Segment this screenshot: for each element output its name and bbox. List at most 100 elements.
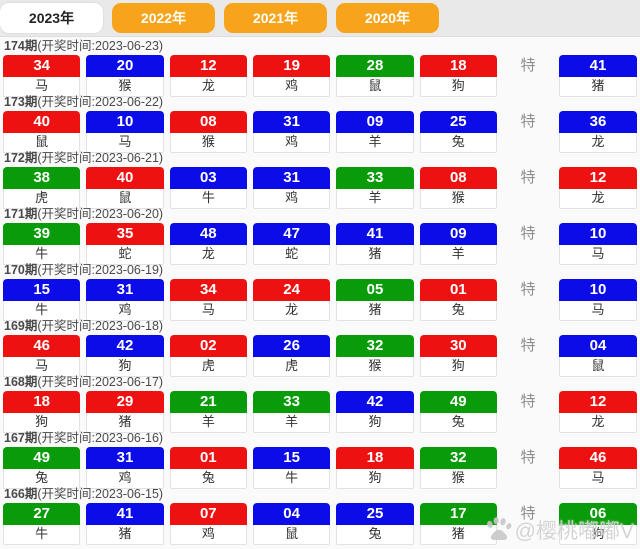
number-ball: 41 bbox=[86, 503, 164, 525]
number-cell: 31 鸡 bbox=[86, 279, 164, 321]
number-ball: 40 bbox=[3, 111, 81, 133]
zodiac-label: 猴 bbox=[169, 133, 247, 153]
number-cell: 28 鼠 bbox=[336, 55, 414, 97]
draw-row: 168期(开奖时间:2023-06-17) 18 狗 29 猪 21 羊 33 羊 42 狗 49 兔特… bbox=[0, 375, 640, 433]
draw-row-header: 171期(开奖时间:2023-06-20) bbox=[0, 207, 640, 222]
draw-time: (开奖时间:2023-06-16) bbox=[37, 431, 164, 445]
number-cell: 33 羊 bbox=[252, 391, 331, 433]
number-cell: 04 鼠 bbox=[252, 503, 331, 545]
number-cell: 31 鸡 bbox=[86, 447, 164, 489]
zodiac-label: 猪 bbox=[336, 245, 414, 265]
number-ball: 42 bbox=[336, 391, 414, 413]
special-number-ball: 10 bbox=[558, 223, 637, 245]
number-ball: 12 bbox=[169, 55, 247, 77]
special-marker: 特 bbox=[520, 449, 536, 466]
draws-list: 174期(开奖时间:2023-06-23) 34 马 20 猴 12 龙 19 鸡 28 鼠 18 狗特… bbox=[0, 37, 640, 545]
number-ball: 04 bbox=[252, 503, 331, 525]
number-cell: 09 羊 bbox=[419, 223, 497, 265]
number-ball: 32 bbox=[419, 447, 497, 469]
tab-year-2021[interactable]: 2021年 bbox=[224, 3, 327, 33]
number-ball: 05 bbox=[336, 279, 414, 301]
zodiac-label: 羊 bbox=[169, 413, 247, 433]
tab-year-2022[interactable]: 2022年 bbox=[112, 3, 215, 33]
number-cell: 18 狗 bbox=[3, 391, 81, 433]
number-ball: 33 bbox=[336, 167, 414, 189]
number-cell: 08 猴 bbox=[419, 167, 497, 209]
number-cell: 35 蛇 bbox=[86, 223, 164, 265]
draw-numbers-row: 38 虎 40 鼠 03 牛 31 鸡 33 羊 08 猴 特 12 龙 bbox=[0, 167, 640, 209]
number-cell: 40 鼠 bbox=[86, 167, 164, 209]
zodiac-label: 狗 bbox=[336, 469, 414, 489]
number-cell: 12 龙 bbox=[169, 55, 247, 97]
number-cell: 48 龙 bbox=[169, 223, 247, 265]
number-ball: 40 bbox=[86, 167, 164, 189]
zodiac-label: 牛 bbox=[3, 525, 81, 545]
number-ball: 03 bbox=[169, 167, 247, 189]
number-ball: 38 bbox=[3, 167, 81, 189]
number-ball: 26 bbox=[252, 335, 331, 357]
zodiac-label: 龙 bbox=[169, 245, 247, 265]
zodiac-label: 龙 bbox=[169, 77, 247, 97]
zodiac-label: 鸡 bbox=[86, 301, 164, 321]
zodiac-label: 马 bbox=[3, 77, 81, 97]
draw-period: 172期 bbox=[4, 151, 38, 165]
draw-numbers-row: 18 狗 29 猪 21 羊 33 羊 42 狗 49 兔特 12 龙 bbox=[0, 391, 640, 433]
draw-numbers-row: 49 兔 31 鸡 01 兔 15 牛 18 狗 32 猴特 46 马 bbox=[0, 447, 640, 489]
special-number-cell: 10 马 bbox=[558, 223, 637, 265]
draw-time: (开奖时间:2023-06-20) bbox=[37, 207, 164, 221]
number-cell: 27 牛 bbox=[3, 503, 81, 545]
zodiac-label: 鸡 bbox=[252, 77, 331, 97]
number-cell: 25 兔 bbox=[336, 503, 414, 545]
number-cell: 34 马 bbox=[3, 55, 81, 97]
zodiac-label: 牛 bbox=[169, 189, 247, 209]
number-cell: 42 狗 bbox=[86, 335, 164, 377]
tab-year-2023[interactable]: 2023年 bbox=[0, 3, 103, 33]
draw-row: 174期(开奖时间:2023-06-23) 34 马 20 猴 12 龙 19 鸡 28 鼠 18 狗特… bbox=[0, 39, 640, 97]
number-cell: 24 龙 bbox=[252, 279, 331, 321]
number-ball: 35 bbox=[86, 223, 164, 245]
number-cell: 09 羊 bbox=[336, 111, 414, 153]
number-cell: 17 猪 bbox=[419, 503, 497, 545]
number-ball: 01 bbox=[169, 447, 247, 469]
draw-row: 166期(开奖时间:2023-06-15) 27 牛 41 猪 07 鸡 04 鼠 25 兔 17 猪特… bbox=[0, 487, 640, 545]
zodiac-label: 兔 bbox=[169, 469, 247, 489]
number-ball: 49 bbox=[419, 391, 497, 413]
number-cell: 07 鸡 bbox=[169, 503, 247, 545]
special-number-cell: 46 马 bbox=[558, 447, 637, 489]
number-cell: 41 猪 bbox=[86, 503, 164, 545]
draw-row-header: 170期(开奖时间:2023-06-19) bbox=[0, 263, 640, 278]
special-zodiac-label: 马 bbox=[558, 469, 637, 489]
tab-year-2020[interactable]: 2020年 bbox=[336, 3, 439, 33]
draw-row-header: 167期(开奖时间:2023-06-16) bbox=[0, 431, 640, 446]
special-number-cell: 12 龙 bbox=[558, 391, 637, 433]
special-number-cell: 04 鼠 bbox=[558, 335, 637, 377]
number-cell: 10 马 bbox=[86, 111, 164, 153]
zodiac-label: 马 bbox=[3, 357, 81, 377]
number-ball: 18 bbox=[3, 391, 81, 413]
number-cell: 32 猴 bbox=[336, 335, 414, 377]
number-ball: 41 bbox=[336, 223, 414, 245]
draw-row: 171期(开奖时间:2023-06-20) 39 牛 35 蛇 48 龙 47 蛇 41 猪 09 羊特… bbox=[0, 207, 640, 265]
draw-numbers-row: 39 牛 35 蛇 48 龙 47 蛇 41 猪 09 羊特 10 马 bbox=[0, 223, 640, 265]
special-marker: 特 bbox=[520, 505, 536, 522]
draw-row-header: 172期(开奖时间:2023-06-21) bbox=[0, 151, 640, 166]
number-cell: 40 鼠 bbox=[3, 111, 81, 153]
number-cell: 29 猪 bbox=[86, 391, 164, 433]
number-ball: 47 bbox=[252, 223, 331, 245]
zodiac-label: 狗 bbox=[3, 413, 81, 433]
number-cell: 15 牛 bbox=[252, 447, 331, 489]
number-ball: 32 bbox=[336, 335, 414, 357]
zodiac-label: 狗 bbox=[419, 77, 497, 97]
number-ball: 01 bbox=[419, 279, 497, 301]
special-zodiac-label: 龙 bbox=[558, 133, 637, 153]
number-ball: 27 bbox=[3, 503, 81, 525]
zodiac-label: 兔 bbox=[3, 469, 81, 489]
number-cell: 46 马 bbox=[3, 335, 81, 377]
special-marker: 特 bbox=[520, 337, 536, 354]
number-ball: 15 bbox=[252, 447, 331, 469]
number-ball: 31 bbox=[252, 111, 331, 133]
number-ball: 42 bbox=[86, 335, 164, 357]
zodiac-label: 狗 bbox=[419, 357, 497, 377]
number-ball: 49 bbox=[3, 447, 81, 469]
zodiac-label: 蛇 bbox=[252, 245, 331, 265]
